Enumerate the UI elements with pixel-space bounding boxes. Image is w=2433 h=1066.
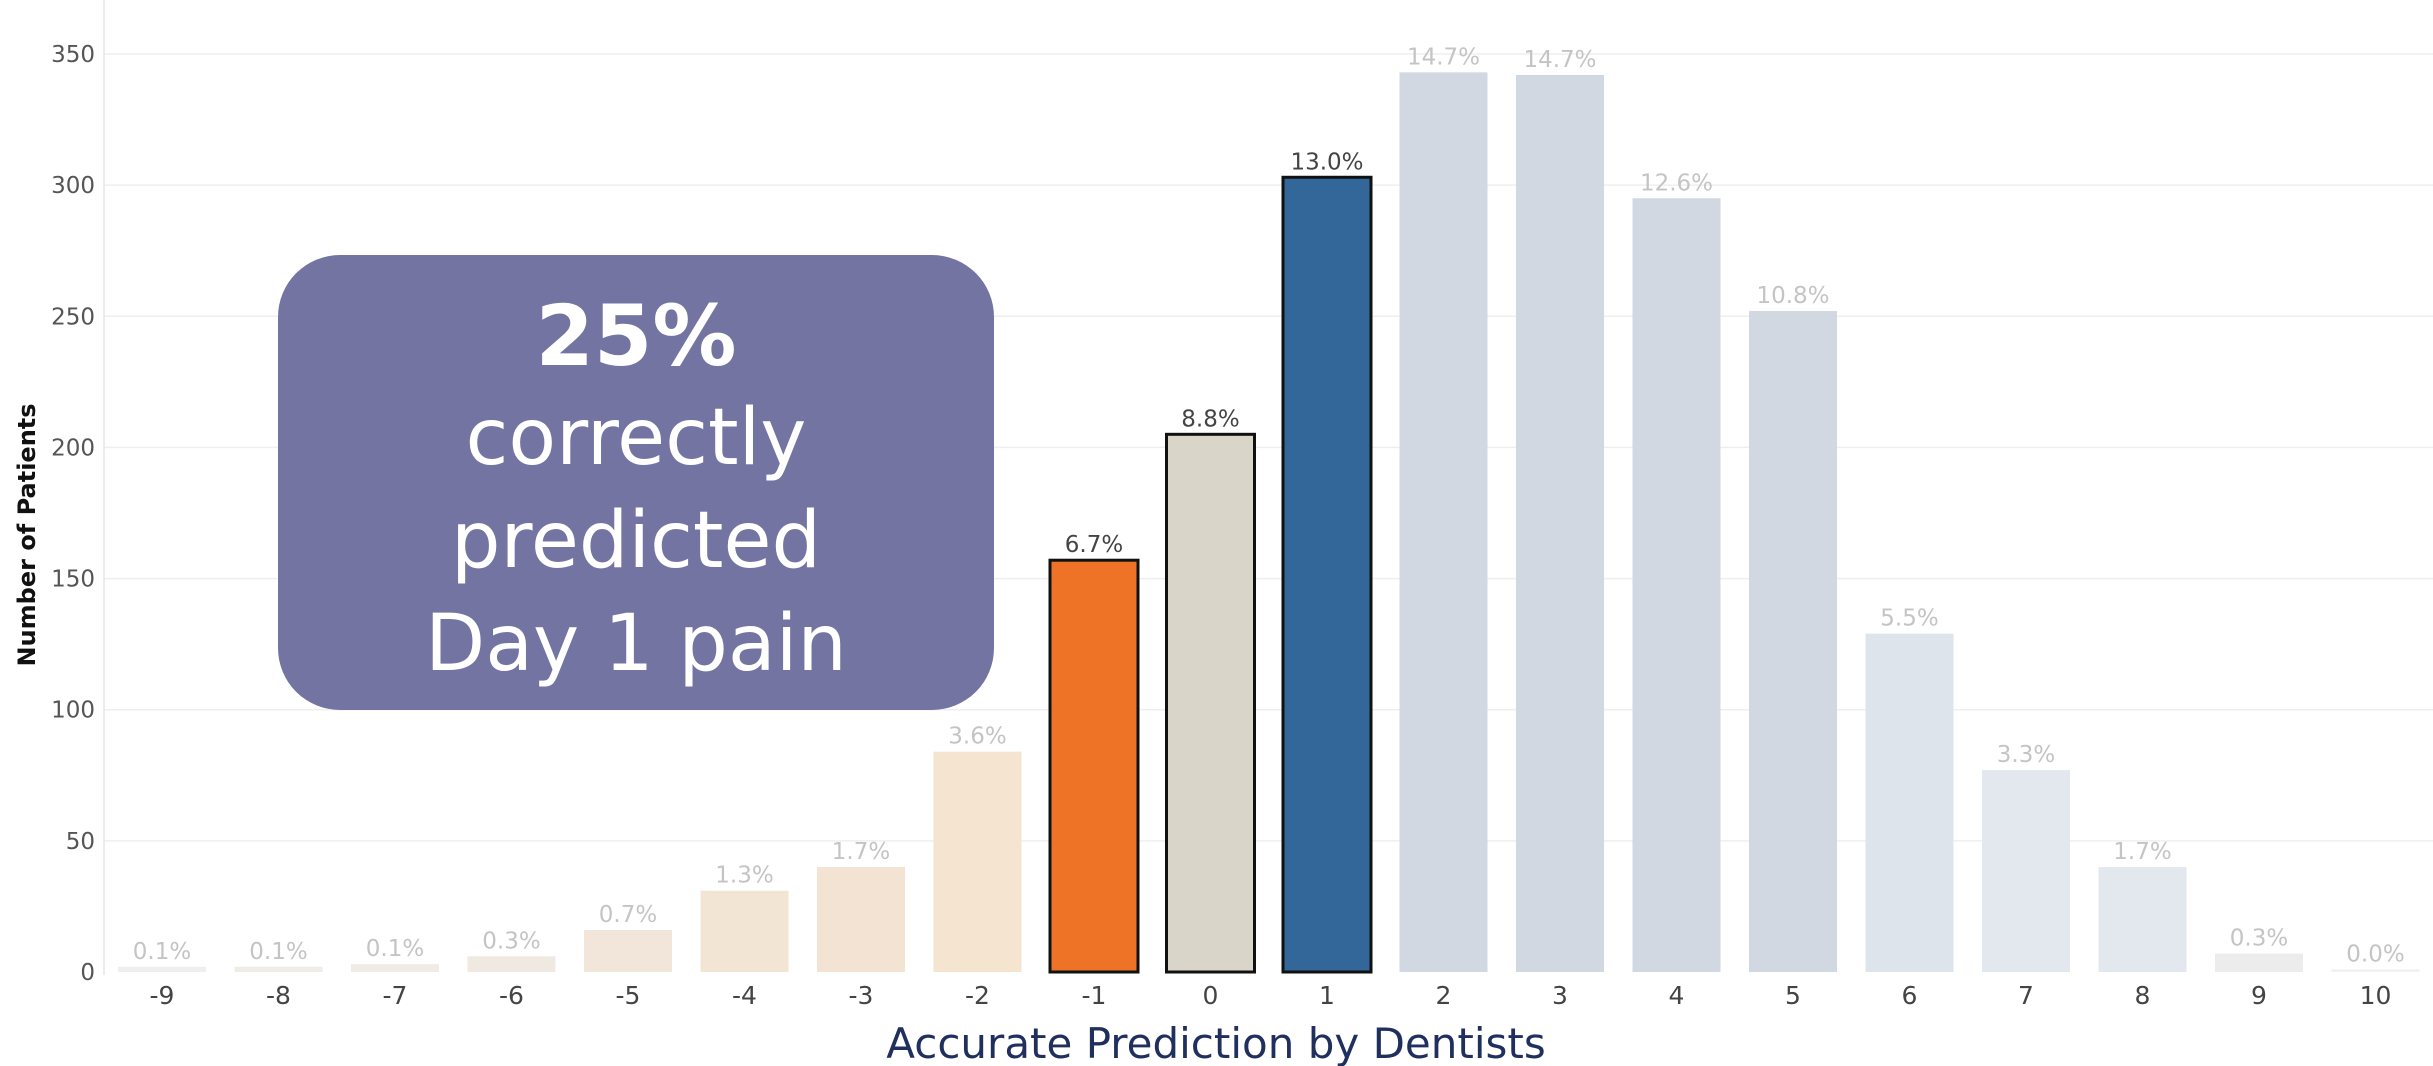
x-tick-label: -7 bbox=[383, 981, 408, 1010]
data-label--8: 0.1% bbox=[249, 939, 307, 965]
data-label-4: 12.6% bbox=[1640, 170, 1713, 196]
x-tick-label: 6 bbox=[1902, 981, 1918, 1010]
data-label-9: 0.3% bbox=[2230, 926, 2288, 952]
bar--6 bbox=[467, 956, 556, 972]
bar-10 bbox=[2331, 969, 2420, 972]
x-tick-label: 9 bbox=[2251, 981, 2267, 1010]
callout-box: 25% correctly predicted Day 1 pain bbox=[278, 255, 994, 710]
data-labels: 0.1% 0.1% 0.1% 0.3% 0.7% 1.3% 1.7% 3.6% 6.7% 8.8%… bbox=[133, 44, 2405, 967]
bars bbox=[118, 72, 2420, 974]
data-label-10: 0.0% bbox=[2346, 941, 2404, 967]
y-tick-label: 100 bbox=[51, 698, 95, 724]
data-label--4: 1.3% bbox=[715, 863, 773, 889]
y-axis-ticks: 0 50 100 150 200 250 300 350 bbox=[51, 42, 95, 986]
y-tick-label: 350 bbox=[51, 42, 95, 68]
data-label-3: 14.7% bbox=[1523, 47, 1596, 73]
bar--3 bbox=[817, 867, 905, 972]
x-tick-label: -9 bbox=[150, 981, 175, 1010]
bar--4 bbox=[700, 890, 789, 972]
x-tick-label: 2 bbox=[1436, 981, 1452, 1010]
data-label-8: 1.7% bbox=[2113, 839, 2171, 865]
x-tick-label: -3 bbox=[849, 981, 874, 1010]
bar-5 bbox=[1749, 311, 1837, 972]
bar-7 bbox=[1982, 770, 2070, 972]
bar-9 bbox=[2215, 953, 2303, 972]
data-label--3: 1.7% bbox=[832, 839, 890, 865]
x-tick-label: -8 bbox=[266, 981, 291, 1010]
x-tick-label: 5 bbox=[1785, 981, 1801, 1010]
x-axis-ticks: -9 -8 -7 -6 -5 -4 -3 -2 -1 0 1 2 3 4 5 6 7 8 9 10 bbox=[150, 981, 2392, 1010]
bar-0 bbox=[1165, 432, 1256, 974]
y-tick-label: 250 bbox=[51, 304, 95, 330]
bar--7 bbox=[351, 964, 439, 972]
x-tick-label: 10 bbox=[2360, 981, 2392, 1010]
x-tick-label: 4 bbox=[1669, 981, 1685, 1010]
bar-4 bbox=[1632, 198, 1721, 972]
data-label-7: 3.3% bbox=[1997, 742, 2055, 768]
x-tick-label: -4 bbox=[732, 981, 757, 1010]
data-label--2: 3.6% bbox=[948, 724, 1006, 750]
y-tick-label: 50 bbox=[66, 829, 95, 855]
data-label--6: 0.3% bbox=[482, 928, 540, 954]
data-label--9: 0.1% bbox=[133, 939, 191, 965]
x-tick-label: -6 bbox=[499, 981, 524, 1010]
bar--8 bbox=[234, 966, 323, 972]
bar-2 bbox=[1399, 72, 1488, 973]
data-label-6: 5.5% bbox=[1880, 606, 1938, 632]
x-axis-title: Accurate Prediction by Dentists bbox=[886, 1019, 1546, 1066]
x-tick-label: -1 bbox=[1082, 981, 1107, 1010]
bar--5 bbox=[584, 930, 672, 972]
bar--1 bbox=[1048, 558, 1140, 974]
data-label-0: 8.8% bbox=[1181, 406, 1239, 432]
bar-8 bbox=[2098, 867, 2187, 972]
data-label-1: 13.0% bbox=[1290, 149, 1363, 175]
data-label-2: 14.7% bbox=[1407, 44, 1480, 70]
x-tick-label: 0 bbox=[1203, 981, 1219, 1010]
bar--9 bbox=[118, 966, 206, 972]
callout-line-3: Day 1 pain bbox=[425, 599, 847, 689]
bar-3 bbox=[1516, 74, 1604, 973]
x-tick-label: 7 bbox=[2018, 981, 2034, 1010]
bar-6 bbox=[1865, 633, 1954, 972]
callout-headline: 25% bbox=[535, 287, 737, 385]
x-tick-label: 3 bbox=[1552, 981, 1568, 1010]
x-tick-label: 1 bbox=[1319, 981, 1335, 1010]
x-tick-label: -5 bbox=[616, 981, 641, 1010]
y-tick-label: 200 bbox=[51, 435, 95, 461]
bar-1 bbox=[1281, 175, 1373, 974]
bar--2 bbox=[933, 751, 1022, 972]
y-tick-label: 0 bbox=[80, 960, 95, 986]
x-tick-label: 8 bbox=[2135, 981, 2151, 1010]
y-tick-label: 150 bbox=[51, 567, 95, 593]
callout-line-1: correctly bbox=[465, 393, 807, 483]
y-axis-title: Number of Patients bbox=[13, 403, 41, 666]
y-tick-label: 300 bbox=[51, 173, 95, 199]
data-label--5: 0.7% bbox=[599, 902, 657, 928]
data-label-5: 10.8% bbox=[1756, 283, 1829, 309]
data-label--7: 0.1% bbox=[366, 936, 424, 962]
x-tick-label: -2 bbox=[965, 981, 990, 1010]
data-label--1: 6.7% bbox=[1065, 532, 1123, 558]
callout-line-2: predicted bbox=[450, 496, 821, 586]
